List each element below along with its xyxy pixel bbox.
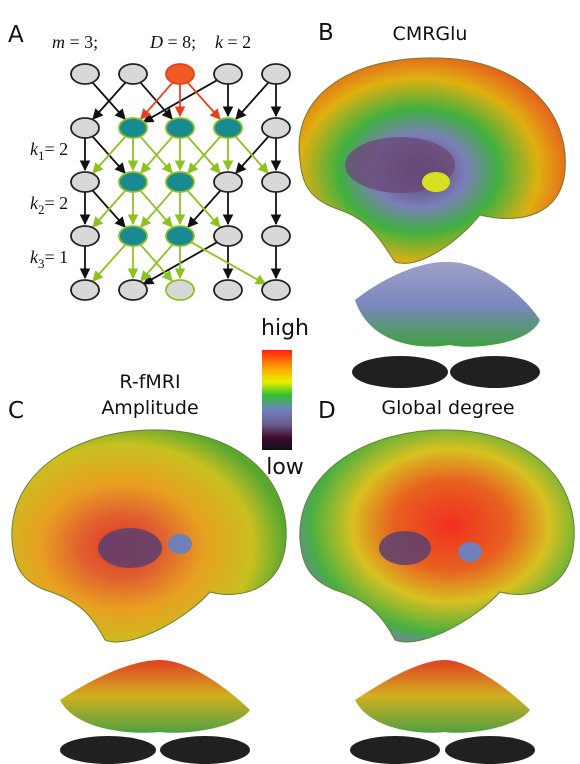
panel-title: CMRGlu: [393, 23, 468, 45]
edge: [141, 190, 174, 227]
edge: [92, 81, 125, 119]
figure: A m = 3; D = 8; k = 2 k1= 2k2= 2k3= 1 B …: [0, 0, 580, 764]
edge: [236, 81, 269, 119]
node: [119, 226, 147, 246]
node: [262, 226, 290, 246]
edge: [140, 244, 173, 281]
levels: k1= 2 k2= 2 k3= 1: [30, 139, 68, 271]
node: [71, 280, 99, 300]
edge: [140, 136, 173, 173]
node: [119, 280, 147, 300]
edge: [143, 79, 219, 122]
edge: [140, 82, 173, 119]
param: m = 3;: [52, 32, 98, 52]
edge: [92, 189, 125, 227]
panel-label: A: [8, 22, 24, 48]
panel-title: R-fMRI: [119, 371, 180, 393]
node: [119, 118, 147, 138]
edge: [93, 243, 126, 281]
node: [166, 172, 194, 192]
edge: [141, 136, 174, 173]
node: [166, 280, 194, 300]
edge: [93, 135, 126, 173]
panel-title: Amplitude: [101, 397, 198, 419]
panel-title: Global degree: [381, 397, 514, 419]
edge: [236, 135, 269, 173]
node: [214, 64, 242, 84]
node: [119, 64, 147, 84]
network: [71, 64, 290, 300]
edge: [187, 135, 220, 173]
node: [262, 172, 290, 192]
panel-label: C: [8, 398, 24, 424]
edge: [188, 135, 221, 173]
level-label: k1= 2: [30, 139, 68, 163]
brain-d: [300, 430, 574, 764]
edge: [140, 190, 173, 227]
param: D = 8;: [149, 32, 196, 52]
colorbar: [262, 350, 292, 450]
panel-label: B: [318, 20, 334, 46]
brain-c: [12, 430, 286, 764]
node: [262, 280, 290, 300]
brain-b: [299, 58, 565, 388]
edge: [93, 189, 126, 227]
node: [262, 118, 290, 138]
node: [119, 172, 147, 192]
node: [71, 226, 99, 246]
node: [71, 64, 99, 84]
node: [166, 226, 194, 246]
edge: [188, 189, 221, 227]
node: [214, 172, 242, 192]
param: k = 2: [215, 32, 251, 52]
node: [71, 172, 99, 192]
panel-label: D: [318, 398, 336, 424]
edge: [143, 241, 219, 284]
level-label: k3= 1: [30, 247, 68, 271]
edge: [92, 135, 125, 173]
node: [214, 226, 242, 246]
node: [166, 118, 194, 138]
edge: [235, 135, 268, 173]
node: [262, 64, 290, 84]
edge: [93, 81, 126, 119]
node: [214, 118, 242, 138]
colorbar-high: high: [261, 316, 309, 341]
colorbar-low: low: [266, 455, 304, 480]
level-label: k2= 2: [30, 193, 68, 217]
edge: [187, 189, 220, 227]
node: [71, 118, 99, 138]
node: [214, 280, 242, 300]
node: [166, 64, 194, 84]
